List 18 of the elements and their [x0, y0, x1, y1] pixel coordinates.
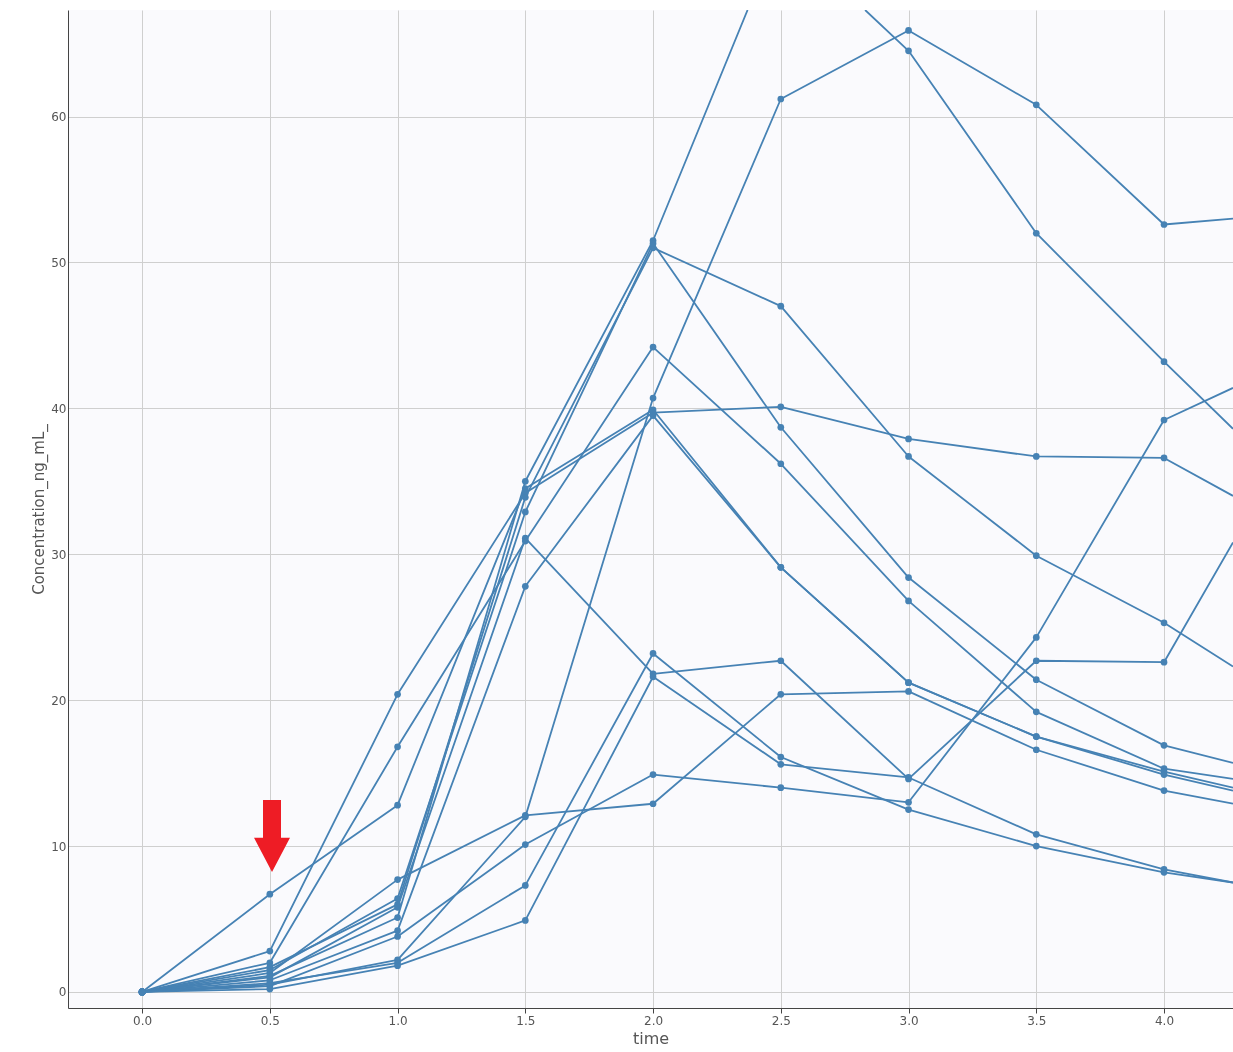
x-tick-label: 4.0 — [1154, 1013, 1175, 1028]
y-tick-label: 30 — [51, 547, 67, 562]
x-tick-label: 0.5 — [260, 1013, 280, 1028]
y-tick-label: 50 — [51, 255, 67, 270]
y-axis-title: Concentration_ng_mL_ — [30, 423, 50, 595]
x-tick-label: 1.0 — [388, 1013, 408, 1028]
y-tick-label: 20 — [51, 693, 67, 708]
x-tick-label: 2.0 — [644, 1013, 664, 1028]
x-tick-label: 3.5 — [1027, 1013, 1047, 1028]
x-tick-label: 3.0 — [899, 1013, 919, 1028]
y-tick-label: 0 — [58, 985, 67, 1000]
x-axis-title: time — [632, 1028, 670, 1048]
x-tick-label: 2.5 — [771, 1013, 791, 1028]
y-tick-label: 40 — [51, 401, 67, 416]
x-tick-label: 0.0 — [133, 1013, 153, 1028]
x-tick-label: 1.5 — [516, 1013, 536, 1028]
y-tick-label: 60 — [51, 110, 67, 125]
y-tick-label: 10 — [51, 839, 67, 854]
